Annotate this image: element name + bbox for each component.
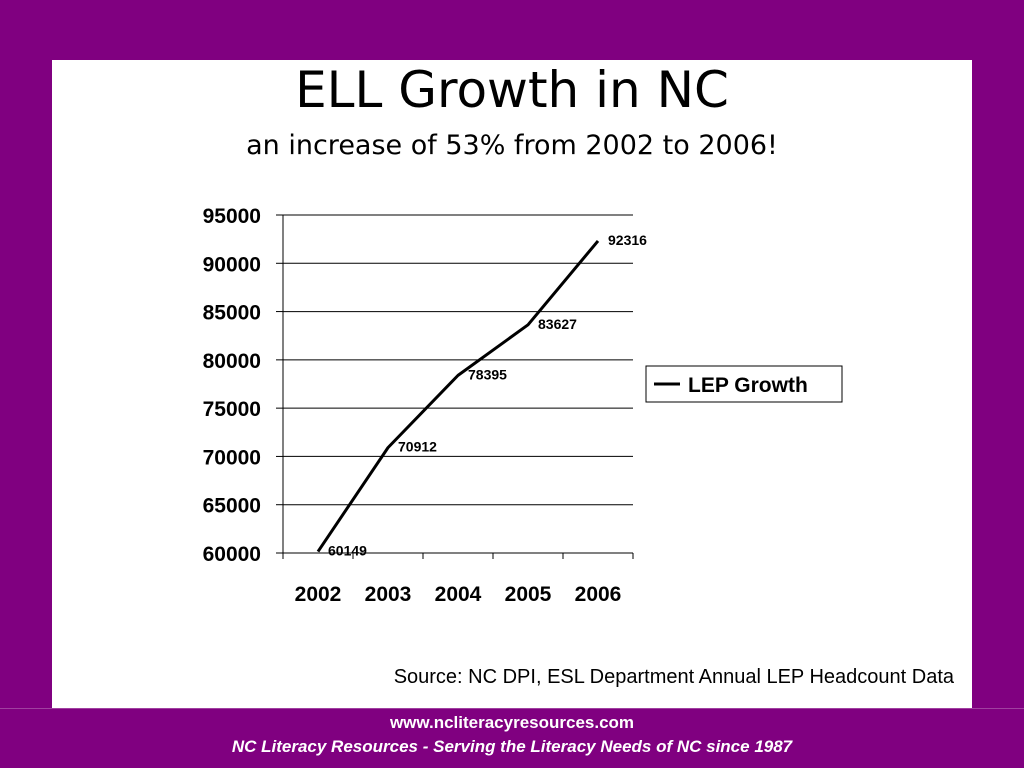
x-tick-label: 2006 (575, 583, 622, 606)
data-label: 78395 (468, 366, 507, 382)
y-tick-label: 75000 (203, 398, 261, 421)
x-tick-label: 2002 (295, 583, 342, 606)
data-label: 60149 (328, 543, 367, 559)
chart-axes: 60000 65000 70000 75000 80000 85000 90000 95000… (203, 205, 634, 606)
source-note: Source: NC DPI, ESL Department Annual LE… (393, 666, 954, 688)
slide-title: ELL Growth in NC (295, 61, 729, 119)
x-tick-label: 2004 (435, 583, 482, 606)
series-line-lep-growth (316, 239, 600, 553)
footer-divider (0, 708, 1024, 709)
footer-url[interactable]: www.ncliteracyresources.com (389, 713, 635, 732)
y-tick-label: 90000 (203, 253, 261, 276)
y-tick-label: 70000 (203, 446, 261, 469)
chart-labels: 60149 70912 78395 83627 92316 (328, 232, 647, 559)
chart-legend: LEP Growth (645, 365, 843, 403)
x-tick-label: 2005 (505, 583, 552, 606)
chart-series (316, 239, 600, 553)
data-label: 92316 (608, 232, 647, 248)
y-tick-label: 95000 (203, 205, 261, 228)
y-tick-label: 65000 (203, 495, 261, 518)
legend-label: LEP Growth (688, 374, 808, 397)
chart-gridlines (283, 214, 633, 554)
slide-subtitle: an increase of 53% from 2002 to 2006! (246, 130, 778, 161)
footer-tagline: NC Literacy Resources - Serving the Lite… (231, 737, 793, 756)
x-tick-label: 2003 (365, 583, 412, 606)
y-tick-label: 60000 (203, 543, 261, 566)
y-tick-label: 80000 (203, 350, 261, 373)
data-label: 70912 (398, 439, 437, 455)
data-label: 83627 (538, 316, 577, 332)
y-tick-label: 85000 (203, 302, 261, 325)
